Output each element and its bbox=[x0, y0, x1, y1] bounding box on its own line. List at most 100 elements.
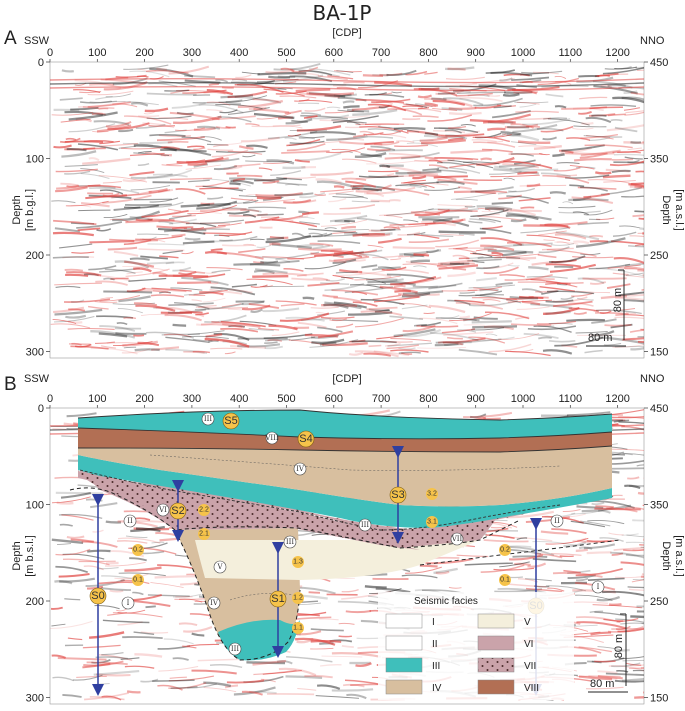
seismic-reflector bbox=[275, 251, 320, 260]
seismic-reflector bbox=[432, 100, 466, 106]
seismic-reflector bbox=[104, 268, 136, 274]
seismic-reflector bbox=[519, 295, 544, 300]
seismic-reflector bbox=[245, 123, 260, 127]
seismic-reflector bbox=[433, 175, 468, 179]
seismic-reflector bbox=[231, 283, 257, 288]
seismic-reflector bbox=[207, 196, 224, 200]
seismic-reflector bbox=[389, 199, 401, 202]
seismic-reflector bbox=[537, 253, 557, 259]
seismic-reflector bbox=[391, 91, 402, 94]
seismic-reflector bbox=[608, 665, 644, 672]
seismic-reflector bbox=[418, 87, 440, 91]
seismic-reflector bbox=[112, 612, 163, 618]
seismic-reflector bbox=[80, 100, 112, 104]
seismic-reflector bbox=[628, 183, 644, 188]
seismic-reflector bbox=[320, 219, 368, 227]
seismic-reflector bbox=[525, 587, 563, 593]
seismic-reflector bbox=[271, 243, 312, 250]
seismic-reflector bbox=[190, 226, 205, 230]
seismic-reflector bbox=[321, 303, 358, 308]
seismic-reflector bbox=[636, 610, 644, 613]
seismic-reflector bbox=[306, 92, 354, 96]
svg-text:S1: S1 bbox=[271, 593, 284, 605]
seismic-reflector bbox=[516, 101, 540, 105]
seismic-reflector bbox=[167, 141, 189, 144]
seismic-reflector bbox=[70, 106, 99, 111]
seismic-reflector bbox=[611, 494, 623, 497]
seismic-reflector bbox=[476, 277, 497, 282]
x-tick-label: 1200 bbox=[605, 47, 629, 59]
seismic-reflector bbox=[54, 308, 103, 316]
seismic-reflector bbox=[473, 97, 523, 107]
seismic-reflector bbox=[95, 280, 128, 286]
seismic-reflector bbox=[521, 300, 541, 306]
seismic-reflector bbox=[419, 136, 448, 142]
y-tick-label: 450 bbox=[650, 57, 668, 69]
seismic-reflector bbox=[553, 167, 581, 172]
seismic-reflector bbox=[203, 232, 246, 235]
seismic-reflector bbox=[386, 69, 417, 76]
seismic-reflector bbox=[361, 264, 378, 269]
seismic-reflector bbox=[187, 204, 237, 215]
seismic-reflector bbox=[96, 124, 132, 133]
seismic-reflector bbox=[641, 573, 644, 576]
seismic-reflector bbox=[387, 108, 423, 116]
seismic-reflector bbox=[266, 159, 295, 165]
seismic-reflector bbox=[98, 107, 115, 110]
seismic-reflector bbox=[50, 606, 63, 610]
seismic-reflector bbox=[64, 268, 84, 272]
seismic-reflector bbox=[549, 263, 596, 273]
seismic-reflector bbox=[625, 506, 644, 511]
seismic-reflector bbox=[569, 184, 585, 188]
seismic-reflector bbox=[367, 136, 394, 139]
seismic-reflector bbox=[55, 548, 91, 556]
seismic-reflector bbox=[64, 170, 91, 175]
seismic-reflector bbox=[354, 152, 387, 159]
svg-text:I: I bbox=[597, 583, 600, 591]
seismic-reflector bbox=[183, 625, 213, 633]
seismic-reflector bbox=[78, 101, 126, 108]
seismic-reflector bbox=[321, 655, 363, 658]
seismic-reflector bbox=[157, 188, 174, 194]
seismic-reflector bbox=[185, 222, 217, 228]
seismic-reflector bbox=[511, 76, 550, 81]
seismic-reflector bbox=[542, 136, 557, 141]
seismic-reflector bbox=[612, 231, 637, 237]
seismic-reflector bbox=[109, 218, 129, 222]
seismic-reflector bbox=[276, 660, 293, 665]
seismic-reflector bbox=[424, 71, 438, 75]
seismic-reflector bbox=[227, 210, 250, 215]
seismic-reflector bbox=[186, 643, 220, 647]
seismic-reflector bbox=[129, 257, 150, 261]
subunit-2-2: 2.2 bbox=[198, 504, 210, 516]
seismic-reflector bbox=[226, 679, 265, 684]
seismic-reflector bbox=[545, 93, 564, 98]
seismic-reflector bbox=[329, 214, 368, 223]
seismic-reflector bbox=[70, 299, 85, 303]
seismic-reflector bbox=[250, 284, 268, 288]
seismic-reflector bbox=[331, 652, 381, 658]
seismic-reflector bbox=[440, 315, 460, 319]
boundary-s3-s2 bbox=[79, 469, 561, 531]
seismic-reflector bbox=[625, 541, 644, 544]
seismic-reflector bbox=[545, 310, 571, 315]
seismic-reflector bbox=[145, 605, 156, 609]
seismic-reflector bbox=[470, 209, 509, 218]
seismic-reflector bbox=[96, 228, 112, 232]
seismic-reflector bbox=[94, 341, 115, 344]
seismic-reflector bbox=[589, 106, 624, 110]
seismic-reflector bbox=[286, 138, 321, 147]
seismic-reflector bbox=[187, 330, 225, 335]
seismic-reflector bbox=[587, 179, 630, 184]
panel-b-label: B bbox=[4, 374, 17, 395]
legend-item-label: I bbox=[432, 617, 435, 628]
seismic-reflector bbox=[54, 227, 81, 233]
facies-marker-iii-top: III bbox=[201, 412, 215, 426]
seismic-reflector bbox=[440, 262, 465, 266]
seismic-reflector bbox=[577, 186, 617, 190]
seismic-reflector bbox=[245, 160, 292, 163]
seismic-reflector bbox=[488, 343, 532, 353]
seismic-reflector bbox=[50, 323, 91, 329]
seismic-reflector bbox=[628, 245, 644, 248]
